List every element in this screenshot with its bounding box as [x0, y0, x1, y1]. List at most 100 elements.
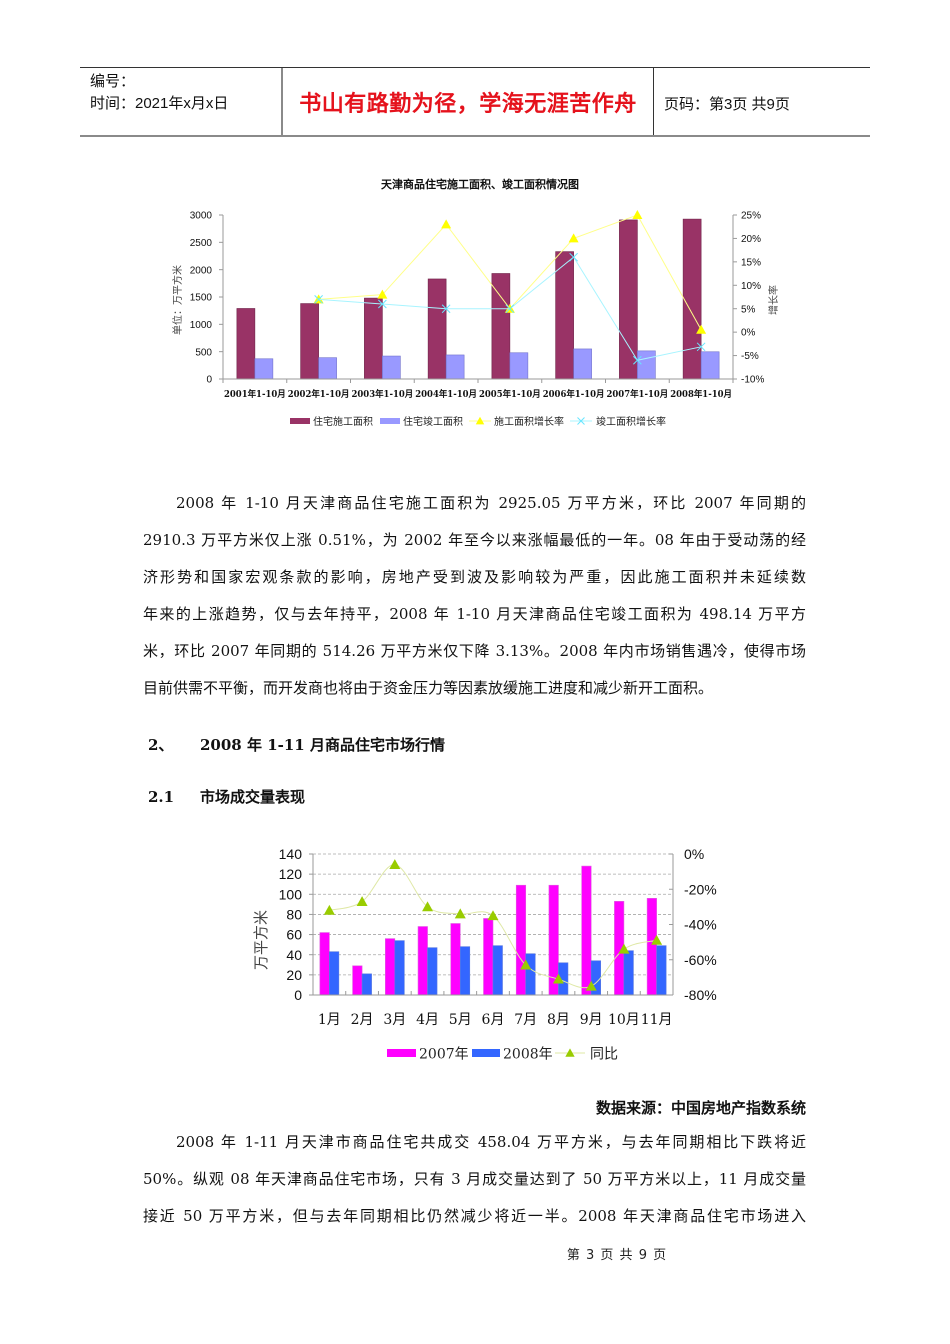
y-tick-label: 20 — [286, 967, 302, 983]
x-marker-icon — [633, 355, 642, 365]
x-tick-label: 2008年1-10月 — [670, 388, 732, 400]
bar — [581, 865, 592, 996]
legend-item: 竣工面积增长率 — [570, 415, 666, 428]
bar — [623, 950, 634, 996]
date-line: 时间：2021年x月x日 — [90, 95, 229, 112]
bar — [483, 918, 494, 996]
bar-series — [319, 865, 657, 996]
triangle-marker-icon — [323, 904, 335, 915]
bar — [682, 218, 702, 380]
x-tick-label: 5月 — [449, 1012, 472, 1028]
text-line: 2008 年 1-10 月天津商品住宅施工面积为 2925.05 万平方米，环比… — [176, 494, 806, 512]
x-tick-label: 2月 — [351, 1012, 374, 1028]
y-axis-title: 万平方米 — [252, 910, 270, 970]
bar — [352, 965, 363, 996]
text-line: 目前供需不平衡，而开发商也将由于资金压力等因素放缓施工进度和减少新开工面积。 — [143, 679, 714, 697]
legend-item: 施工面积增长率 — [469, 415, 564, 428]
y2-tick-label: -40% — [684, 917, 717, 933]
y-tick-label: 3000 — [190, 211, 213, 222]
header-page-info: 页码：第3页 共9页 — [664, 96, 790, 113]
bar — [382, 355, 401, 380]
y2-tick-label: 25% — [741, 211, 761, 222]
monthly-transaction-volume-chart: 0 20 40 60 80 100 120 140 -80% -60% -40% -20% 0% 1月 2月… — [252, 846, 717, 1062]
text-line: 2910.3 万平方米仅上涨 0.51%，为 2002 年至今以来涨幅最低的一年… — [143, 531, 806, 549]
bar — [385, 938, 396, 996]
x-tick-label: 2006年1-10月 — [543, 388, 605, 400]
legend-label: 住宅竣工面积 — [403, 415, 463, 428]
bar — [555, 251, 574, 380]
legend-label: 2007年 — [419, 1046, 469, 1062]
paragraph-construction-area: 2008 年 1-10 月天津商品住宅施工面积为 2925.05 万平方米，环比… — [143, 485, 806, 707]
y2-tick-label: 0% — [684, 846, 704, 862]
triangle-marker-icon — [585, 980, 597, 991]
y-axis-title: 单位：万平方米 — [171, 265, 184, 335]
x-tick-label: 2002年1-10月 — [288, 388, 350, 400]
bar — [417, 926, 428, 996]
serial-number-label: 编号： — [90, 73, 136, 90]
legend-item: 住宅施工面积 — [290, 415, 373, 428]
triangle-marker-icon — [487, 910, 499, 921]
text-line: 接近 50 万平方米，但与去年同期相比仍然减少将近一半。2008 年天津商品住宅… — [143, 1207, 806, 1225]
bar-series — [236, 218, 702, 380]
triangle-marker-icon — [356, 896, 368, 906]
bar — [445, 354, 465, 380]
text-line: 济形势和国家宏观条款的影响，房地产受到波及影响较为严重，因此施工面积并未延续数 — [143, 568, 806, 586]
y2-tick-label: 20% — [741, 234, 761, 245]
bar — [700, 351, 720, 380]
page-header: 编号： 时间：2021年x月x日 书山有路勤为径，学海无涯苦作舟 页码：第3页 … — [80, 67, 870, 137]
y2-tick-label: -60% — [684, 952, 717, 968]
legend-swatch — [387, 1049, 416, 1057]
x-marker-icon — [441, 304, 451, 314]
x-tick-label: 8月 — [547, 1012, 570, 1028]
y2-tick-label: 10% — [741, 281, 761, 292]
y-tick-label: 0 — [206, 375, 212, 386]
y-tick-label: 120 — [279, 866, 303, 882]
y-tick-label: 500 — [195, 347, 212, 358]
bar — [646, 898, 657, 996]
x-tick-label: 2005年1-10月 — [479, 388, 541, 400]
header-motto: 书山有路勤为径，学海无涯苦作舟 — [281, 68, 654, 135]
triangle-marker-icon — [568, 233, 579, 243]
y-tick-label: 40 — [286, 947, 302, 963]
bar-series — [329, 940, 667, 996]
triangle-marker-icon — [475, 416, 485, 425]
y2-tick-label: 5% — [741, 304, 756, 315]
bar — [509, 352, 529, 380]
triangle-marker-icon — [618, 943, 630, 954]
x-tick-label: 4月 — [416, 1012, 439, 1028]
section-heading-2-1: 2.1 市场成交量表现 — [148, 787, 648, 807]
x-tick-label: 10月 — [608, 1012, 640, 1028]
legend-swatch — [380, 418, 400, 424]
triangle-marker-icon — [651, 934, 663, 945]
bar — [427, 278, 447, 380]
x-tick-label: 1月 — [318, 1012, 341, 1028]
bar — [459, 946, 471, 996]
bar — [491, 273, 511, 380]
section-number: 2、 — [148, 736, 174, 754]
text-line: 米，环比 2007 年同期的 514.26 万平方米仅下降 3.13%。2008… — [143, 642, 806, 660]
y-tick-label: 1000 — [190, 320, 213, 331]
triangle-marker-icon — [552, 973, 564, 984]
y-tick-label: 80 — [286, 906, 302, 922]
chart-title: 天津商品住宅施工面积、竣工面积情况图 — [381, 177, 579, 191]
bar — [525, 953, 536, 996]
legend-label: 2008年 — [503, 1046, 553, 1062]
y2-tick-label: -80% — [684, 987, 717, 1003]
legend-item: 2007年 — [387, 1046, 469, 1062]
line-series — [314, 252, 706, 365]
triangle-marker-icon — [389, 859, 401, 869]
bar — [656, 945, 667, 996]
triangle-marker-icon — [422, 901, 434, 912]
y-tick-label: 140 — [279, 846, 303, 862]
section-number: 2.1 — [148, 788, 175, 806]
chart-body: 0 20 40 60 80 100 120 140 -80% -60% -40% -20% 0% 1月 2月… — [252, 846, 717, 1062]
bar — [319, 932, 330, 996]
legend-item: 同比 — [555, 1046, 618, 1062]
x-marker-icon — [577, 417, 585, 425]
x-tick-label: 3月 — [383, 1012, 406, 1028]
x-marker-icon — [505, 304, 515, 314]
y-tick-label: 2500 — [190, 238, 213, 249]
legend-label: 竣工面积增长率 — [596, 415, 666, 428]
chart-legend: 住宅施工面积 住宅竣工面积 施工面积增长率 竣工面积增长率 — [290, 415, 666, 428]
